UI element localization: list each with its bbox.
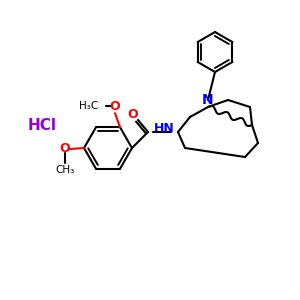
Text: O: O xyxy=(60,142,70,155)
Text: O: O xyxy=(110,100,120,113)
Text: N: N xyxy=(202,93,214,107)
Text: CH₃: CH₃ xyxy=(56,165,75,175)
Text: HCl: HCl xyxy=(28,118,57,133)
Text: H₃C: H₃C xyxy=(79,101,98,111)
Text: HN: HN xyxy=(154,122,174,134)
Text: O: O xyxy=(128,109,138,122)
